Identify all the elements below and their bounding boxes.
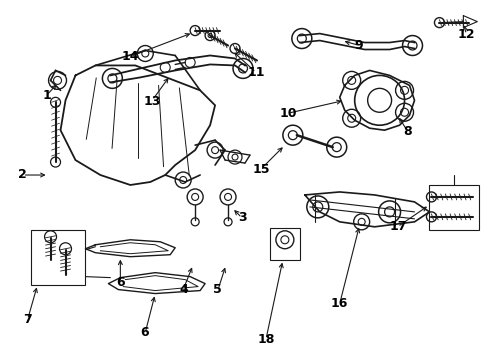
Text: 6: 6	[116, 276, 124, 289]
Text: 16: 16	[330, 297, 347, 310]
Text: 13: 13	[143, 95, 160, 108]
Text: 15: 15	[252, 163, 270, 176]
Text: 4: 4	[179, 283, 187, 296]
Bar	[31, 230, 85, 285]
Text: 17: 17	[388, 220, 406, 233]
Text: 11: 11	[247, 66, 265, 79]
Bar	[428, 185, 478, 230]
Text: 12: 12	[457, 28, 474, 41]
Text: 1: 1	[42, 89, 51, 102]
Text: 14: 14	[121, 50, 139, 63]
Text: 18: 18	[257, 333, 275, 346]
Text: 5: 5	[213, 283, 222, 296]
Text: 6: 6	[140, 326, 148, 339]
Text: 9: 9	[354, 39, 363, 52]
Text: 10: 10	[279, 107, 297, 120]
Text: 8: 8	[403, 125, 411, 138]
Bar	[269, 228, 299, 260]
Text: 2: 2	[18, 168, 27, 181]
Text: 7: 7	[23, 313, 32, 327]
Text: 3: 3	[237, 211, 246, 224]
